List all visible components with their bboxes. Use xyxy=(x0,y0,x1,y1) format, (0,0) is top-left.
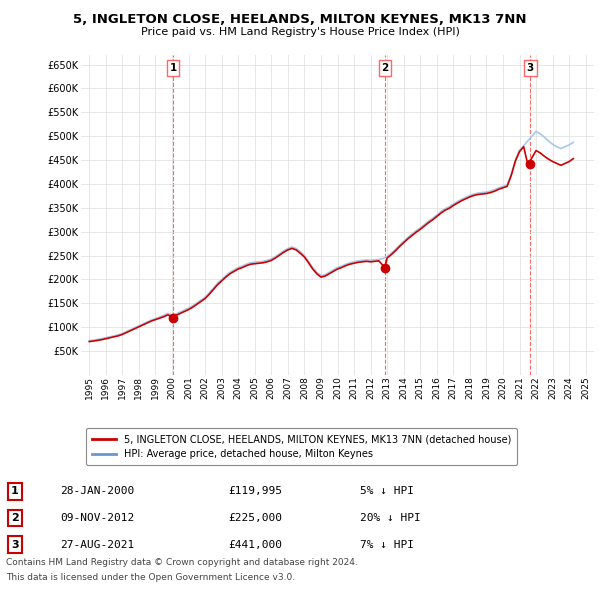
Text: 1: 1 xyxy=(11,486,19,496)
Text: Contains HM Land Registry data © Crown copyright and database right 2024.: Contains HM Land Registry data © Crown c… xyxy=(6,558,358,567)
Text: 27-AUG-2021: 27-AUG-2021 xyxy=(60,540,134,550)
Text: £119,995: £119,995 xyxy=(228,486,282,496)
Text: 28-JAN-2000: 28-JAN-2000 xyxy=(60,486,134,496)
Text: 2: 2 xyxy=(11,513,19,523)
Text: 2: 2 xyxy=(381,63,388,73)
Text: Price paid vs. HM Land Registry's House Price Index (HPI): Price paid vs. HM Land Registry's House … xyxy=(140,27,460,37)
Text: 5% ↓ HPI: 5% ↓ HPI xyxy=(360,486,414,496)
Text: £225,000: £225,000 xyxy=(228,513,282,523)
Text: 09-NOV-2012: 09-NOV-2012 xyxy=(60,513,134,523)
Text: 1: 1 xyxy=(170,63,177,73)
Text: 20% ↓ HPI: 20% ↓ HPI xyxy=(360,513,421,523)
Legend: 5, INGLETON CLOSE, HEELANDS, MILTON KEYNES, MK13 7NN (detached house), HPI: Aver: 5, INGLETON CLOSE, HEELANDS, MILTON KEYN… xyxy=(86,428,517,465)
Text: 7% ↓ HPI: 7% ↓ HPI xyxy=(360,540,414,550)
Text: £441,000: £441,000 xyxy=(228,540,282,550)
Text: 3: 3 xyxy=(11,540,19,550)
Text: 5, INGLETON CLOSE, HEELANDS, MILTON KEYNES, MK13 7NN: 5, INGLETON CLOSE, HEELANDS, MILTON KEYN… xyxy=(73,13,527,26)
Text: This data is licensed under the Open Government Licence v3.0.: This data is licensed under the Open Gov… xyxy=(6,572,295,582)
Text: 3: 3 xyxy=(527,63,534,73)
